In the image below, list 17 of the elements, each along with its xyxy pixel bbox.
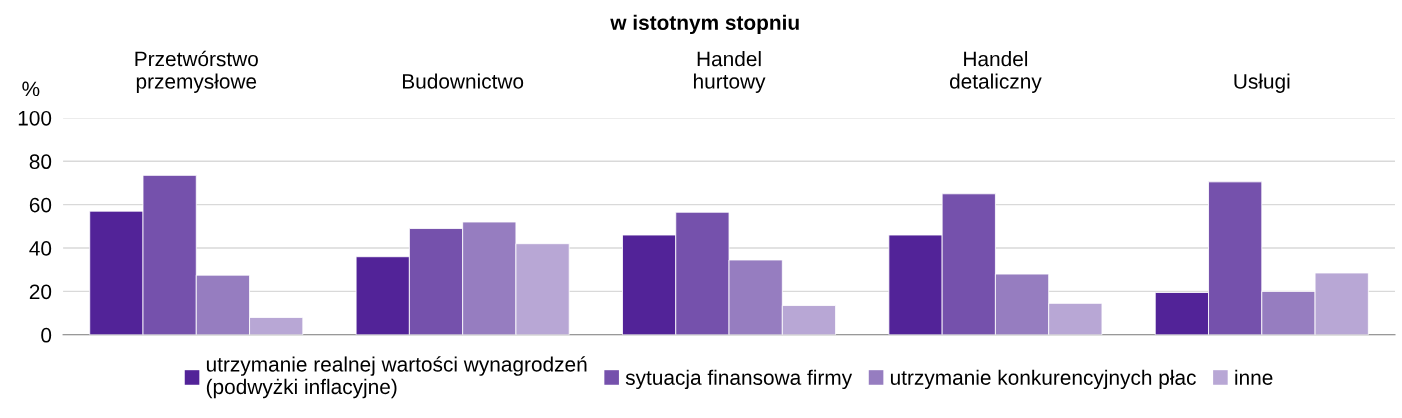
y-tick-label: 0: [41, 327, 52, 343]
x-tick-label: Handel detaliczny: [949, 51, 1042, 93]
chart-title: w istotnym stopniu: [610, 14, 799, 35]
y-tick-label: 20: [29, 284, 52, 300]
y-tick-label: 40: [29, 241, 52, 256]
x-tick-label: Usługi: [1234, 73, 1290, 93]
legend-label: utrzymanie realnej wartości wynagrodzeń (podwyżki inflacyjne): [206, 356, 587, 399]
legend-label: sytuacja finansowa firmy: [625, 369, 853, 390]
y-axis-title: %: [22, 81, 40, 97]
x-tick-label: Budownictwo: [403, 73, 524, 89]
legend-label: utrzymanie konkurencyjnych płac: [890, 369, 1196, 390]
y-tick-label: 80: [29, 154, 52, 170]
x-tick-label: Handel hurtowy: [694, 51, 766, 93]
x-tick-label: Przetwórstwo przemysłowe: [135, 50, 258, 93]
legend-label: inne: [1235, 369, 1273, 385]
y-tick-label: 60: [29, 197, 52, 213]
y-tick-label: 100: [18, 110, 52, 126]
